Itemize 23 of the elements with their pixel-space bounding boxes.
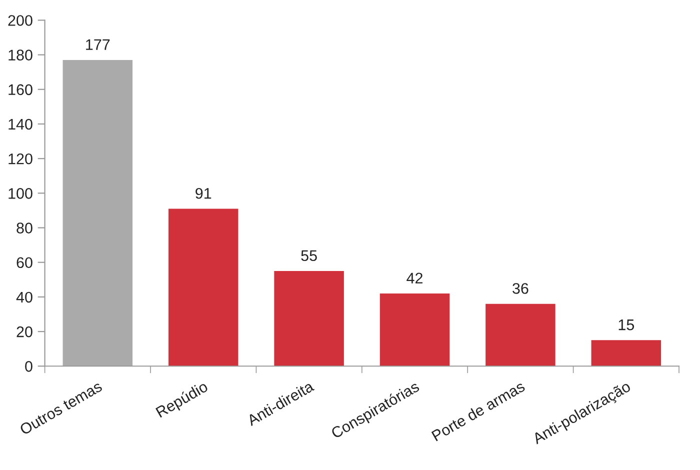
data-label: 36 [512,283,528,294]
y-tick-label: 80 [16,222,32,234]
data-label: 177 [86,39,110,50]
y-tick-label: 180 [8,50,32,60]
bar [591,340,662,366]
bar [62,60,133,366]
y-tick-label: 0 [25,361,32,372]
y-tick-label: 40 [16,292,32,303]
y-tick-label: 60 [16,257,32,268]
y-tick-label: 20 [16,326,32,338]
data-label: 15 [618,320,634,330]
y-tick-label: 120 [8,153,32,164]
bar [486,304,556,366]
data-label: 91 [196,188,212,199]
y-tick-label: 200 [8,15,32,26]
y-tick-label: 160 [8,84,32,96]
data-label: 55 [301,250,317,262]
bar [168,208,238,366]
y-tick-label: 140 [8,118,32,130]
y-tick-label: 100 [8,188,32,199]
bar [380,293,450,366]
bar [274,271,344,366]
data-label: 42 [406,272,422,284]
